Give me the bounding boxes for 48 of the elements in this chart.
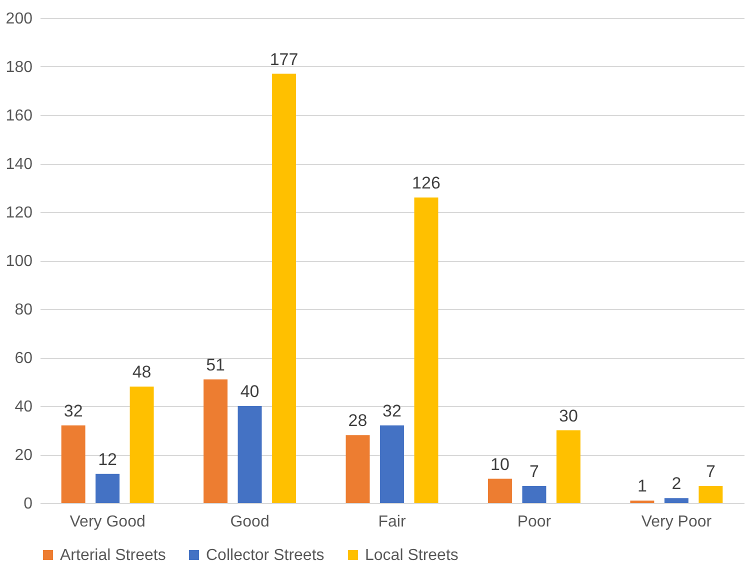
data-label: 12 [98, 450, 118, 469]
bar [664, 498, 688, 503]
data-label: 30 [559, 406, 578, 426]
bar [272, 74, 296, 503]
data-label: 7 [706, 462, 716, 482]
y-tick-label: 60 [14, 350, 33, 367]
x-tick-label: Very Good [70, 514, 146, 530]
bar [346, 435, 370, 503]
data-label: 177 [270, 50, 298, 69]
bar [380, 425, 404, 503]
y-tick-label: 100 [6, 253, 33, 270]
data-label: 32 [382, 401, 402, 420]
bar [238, 406, 262, 503]
data-label: 40 [240, 382, 260, 401]
y-tick-label: 40 [14, 398, 33, 416]
y-tick-label: 140 [6, 156, 33, 173]
data-label: 48 [132, 362, 152, 382]
data-label: 1 [637, 476, 647, 496]
bar [556, 430, 580, 503]
data-label: 2 [672, 474, 682, 494]
data-label: 28 [348, 411, 368, 430]
bar [414, 197, 438, 503]
legend-label: Local Streets [365, 547, 458, 564]
data-label: 7 [529, 462, 539, 482]
x-tick-label: Good [230, 514, 270, 530]
y-tick-label: 80 [14, 302, 33, 318]
data-label: 32 [64, 401, 83, 420]
bar [698, 486, 723, 503]
bar [61, 425, 86, 503]
data-label: 10 [490, 454, 510, 474]
y-tick-label: 0 [24, 496, 33, 512]
bar [96, 474, 120, 503]
x-tick-label: Fair [378, 514, 406, 530]
y-tick-label: 160 [6, 108, 33, 124]
x-tick-label: Poor [517, 514, 552, 530]
x-tick-label: Very Poor [641, 514, 712, 530]
data-label: 126 [412, 173, 440, 192]
legend-label: Arterial Streets [60, 547, 166, 564]
data-label: 51 [206, 355, 225, 374]
y-tick-label: 200 [6, 10, 33, 28]
legend-label: Collector Streets [206, 547, 324, 564]
bar [204, 379, 228, 503]
bar [488, 478, 512, 503]
y-tick-label: 120 [6, 204, 33, 222]
bar [130, 386, 154, 503]
y-tick-label: 180 [6, 59, 33, 76]
bar [522, 486, 546, 503]
y-tick-label: 20 [14, 447, 33, 464]
